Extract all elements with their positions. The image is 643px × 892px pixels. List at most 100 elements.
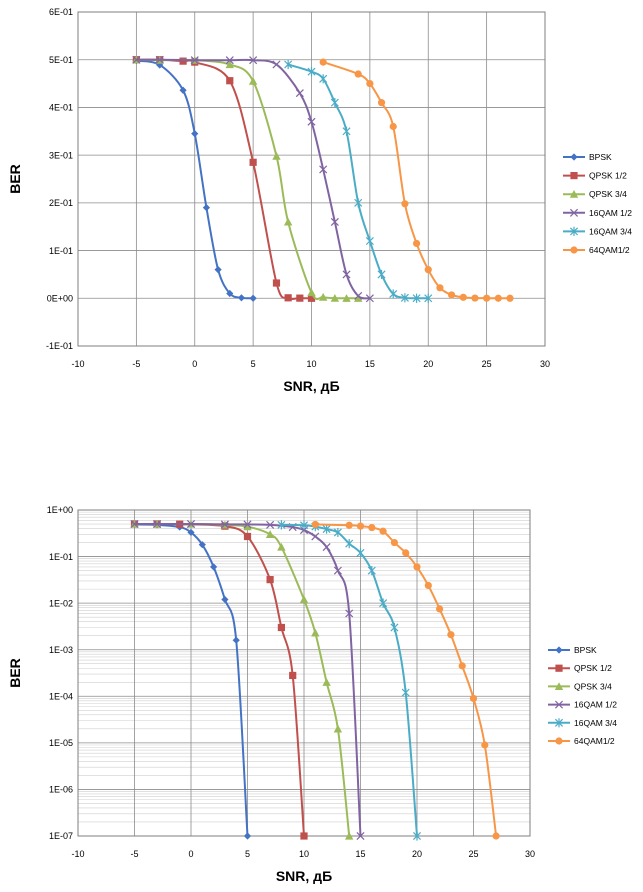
data-point <box>299 595 309 604</box>
legend-item: 16QAM 1/2 <box>563 208 632 218</box>
data-point <box>243 832 252 840</box>
data-point <box>214 266 222 274</box>
data-point <box>365 294 374 303</box>
data-point <box>459 293 467 301</box>
x-tick-label: 20 <box>412 849 422 859</box>
series-qpsk-1-2 <box>132 56 316 302</box>
data-point <box>354 70 362 78</box>
data-point <box>354 294 363 302</box>
data-point <box>366 79 374 88</box>
x-tick-label: 20 <box>423 359 433 369</box>
data-point <box>296 294 304 302</box>
legend-label: QPSK 1/2 <box>574 663 612 673</box>
x-tick-label: 30 <box>540 359 550 369</box>
gridlines <box>77 509 531 837</box>
x-tick-label: -5 <box>132 359 140 369</box>
legend-label: 64QAM1/2 <box>589 245 630 255</box>
legend-label: BPSK <box>589 152 612 162</box>
y-tick-label: 1E-07 <box>49 831 73 841</box>
data-point <box>469 694 478 703</box>
legend-item: 64QAM1/2 <box>563 245 630 255</box>
y-axis-title: BER <box>7 164 23 194</box>
legend-marker <box>554 700 564 709</box>
data-point <box>266 576 274 584</box>
legend-marker <box>569 226 579 236</box>
legend-item: QPSK 1/2 <box>563 171 627 181</box>
data-point <box>155 55 164 64</box>
data-point <box>345 831 354 840</box>
legend-item: 64QAM1/2 <box>548 736 615 746</box>
data-point <box>249 294 257 302</box>
series-64qam1-2 <box>311 520 500 840</box>
series-16qam-1-2 <box>132 55 374 303</box>
legend-item: 16QAM 3/4 <box>548 718 617 728</box>
series-16qam-3-4 <box>277 520 422 841</box>
data-point <box>300 832 308 840</box>
data-point <box>248 76 258 85</box>
data-point <box>424 266 432 274</box>
y-tick-label: 1E-06 <box>49 785 73 795</box>
data-point <box>283 217 293 226</box>
data-point <box>311 628 320 637</box>
series-line <box>287 63 429 300</box>
data-point <box>345 521 353 529</box>
series-line <box>322 61 510 300</box>
data-point <box>307 288 316 297</box>
x-tick-label: 5 <box>245 849 250 859</box>
x-tick-label: 15 <box>365 359 375 369</box>
data-point <box>330 293 340 302</box>
data-point <box>333 566 342 575</box>
x-tick-label: -5 <box>130 849 138 859</box>
x-tick-label: -10 <box>71 849 84 859</box>
data-point <box>471 294 479 302</box>
data-point <box>401 687 410 698</box>
legend: BPSK QPSK 1/2 QPSK 3/4 16QAM 1/2 16QAM 3/4 64… <box>548 645 617 746</box>
data-point <box>356 831 365 841</box>
data-point <box>220 520 229 529</box>
data-point <box>356 522 365 530</box>
data-point <box>179 57 187 65</box>
x-tick-label: 25 <box>468 849 478 859</box>
data-point <box>272 60 281 69</box>
legend-marker <box>570 172 578 180</box>
data-point <box>319 58 327 66</box>
x-tick-label: 30 <box>525 849 535 859</box>
series-64qam1-2 <box>319 58 514 302</box>
y-tick-label: 1E-03 <box>49 645 73 655</box>
data-point <box>333 527 342 538</box>
y-tick-label: -1E-01 <box>46 341 73 351</box>
data-point <box>225 56 234 65</box>
legend-label: 16QAM 3/4 <box>589 226 632 236</box>
data-point <box>153 519 162 529</box>
y-tick-label: 1E-04 <box>49 691 73 701</box>
data-point <box>342 270 351 279</box>
y-tick-label: 1E-02 <box>49 598 73 608</box>
series-line <box>134 523 249 837</box>
y-tick-label: 0E+00 <box>47 293 73 303</box>
x-tick-label: 10 <box>306 359 316 369</box>
data-point <box>232 636 240 644</box>
x-tick-label: -10 <box>71 359 84 369</box>
data-point <box>390 622 399 633</box>
data-point <box>379 527 387 535</box>
data-point <box>132 55 141 64</box>
data-point <box>354 291 363 300</box>
series-16qam-3-4 <box>284 59 433 303</box>
legend-marker <box>555 664 563 672</box>
data-point <box>333 724 343 733</box>
data-point <box>412 293 421 303</box>
data-point <box>367 565 376 576</box>
data-point <box>458 662 466 670</box>
plot-area-border <box>77 11 546 347</box>
legend-label: 16QAM 3/4 <box>574 718 617 728</box>
y-tick-label: 5E-01 <box>49 55 73 65</box>
data-point <box>243 520 252 529</box>
data-point <box>277 542 286 551</box>
legend-label: 16QAM 1/2 <box>589 208 632 218</box>
x-tick-label: 10 <box>299 849 309 859</box>
ber-log-chart: 1E-07 1E-06 1E-05 1E-04 1E-03 1E-02 1E-01 1E+00… <box>7 505 617 884</box>
legend-item: QPSK 3/4 <box>563 189 627 199</box>
data-point <box>494 294 502 302</box>
data-point <box>191 130 199 138</box>
data-point <box>284 294 292 302</box>
